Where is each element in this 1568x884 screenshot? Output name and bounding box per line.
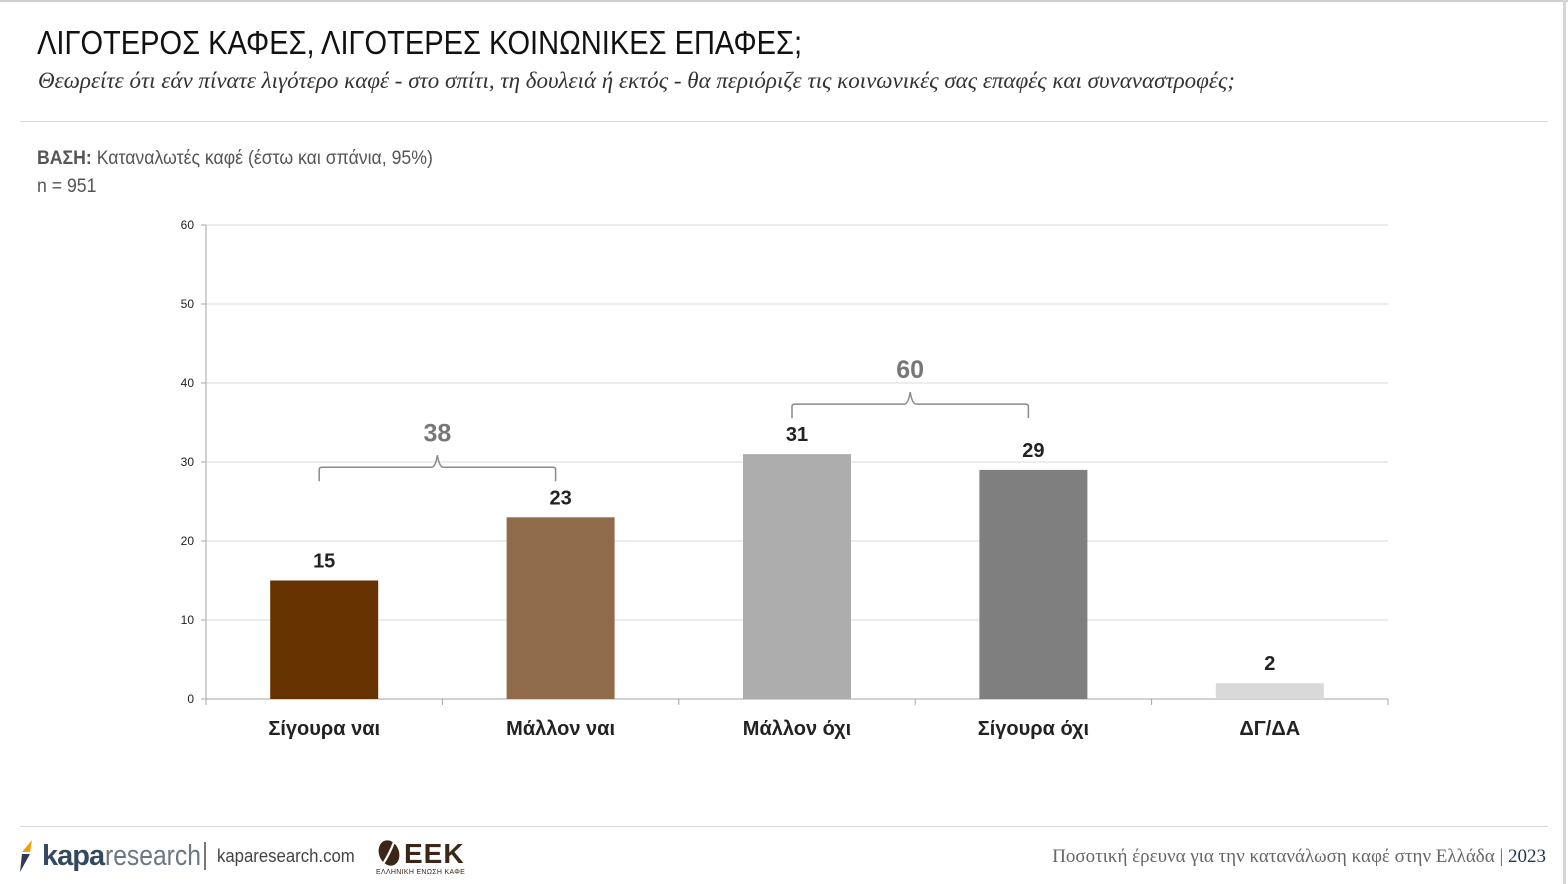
base-note: ΒΑΣΗ: Καταναλωτές καφέ (έστω και σπάνια,… <box>37 148 433 170</box>
page-title: ΛΙΓΟΤΕΡΟΣ ΚΑΦΕΣ, ΛΙΓΟΤΕΡΕΣ ΚΟΙΝΩΝΙΚΕΣ ΕΠ… <box>37 24 803 61</box>
eek-logo-text: ΕΕΚ <box>404 838 465 869</box>
bar <box>743 454 851 699</box>
data-label: 23 <box>549 487 571 509</box>
x-tick-label: Μάλλον όχι <box>743 718 851 740</box>
group-total-label: 60 <box>896 356 924 384</box>
data-label: 2 <box>1264 653 1275 675</box>
y-tick-label: 60 <box>181 218 195 232</box>
x-tick-label: Μάλλον ναι <box>506 718 615 740</box>
y-tick-label: 40 <box>181 376 195 390</box>
x-tick-label: ΔΓ/ΔΑ <box>1239 718 1300 740</box>
kapa-research-logo: kapa research <box>18 838 218 874</box>
group-bracket <box>791 391 1030 419</box>
data-label: 15 <box>313 551 335 573</box>
survey-year: 2023 <box>1508 846 1546 867</box>
y-tick-label: 30 <box>181 455 195 469</box>
survey-title: Ποσοτική έρευνα για την κατανάλωση καφέ … <box>1052 846 1495 867</box>
coffee-bean-icon <box>378 840 400 866</box>
sample-size: n = 951 <box>37 176 97 197</box>
eek-logo: ΕΕΚ ΕΛΛΗΝΙΚΗ ΕΝΩΣΗ ΚΑΦΕ <box>374 838 466 880</box>
bar <box>506 517 615 699</box>
data-label: 29 <box>1022 440 1044 462</box>
footer-divider <box>20 826 1548 827</box>
group-total-label: 38 <box>423 419 451 447</box>
y-tick-label: 0 <box>187 692 194 706</box>
kapa-logo-word: kapa <box>42 839 105 872</box>
kapa-url[interactable]: kaparesearch.com <box>217 846 355 866</box>
kapa-logo-suffix: research <box>105 839 202 872</box>
y-tick-label: 10 <box>181 613 195 627</box>
x-tick-label: Σίγουρα όχι <box>978 718 1089 740</box>
base-label: ΒΑΣΗ: <box>37 148 92 169</box>
bar <box>979 469 1088 699</box>
page-subtitle: Θεωρείτε ότι εάν πίνατε λιγότερο καφέ - … <box>38 68 1235 93</box>
y-tick-label: 50 <box>181 297 195 311</box>
kapa-logo-icon <box>20 840 32 872</box>
eek-logo-subtitle: ΕΛΛΗΝΙΚΗ ΕΝΩΣΗ ΚΑΦΕ <box>376 869 466 876</box>
group-bracket <box>318 455 557 482</box>
y-tick-label: 20 <box>181 534 195 548</box>
base-text: Καταναλωτές καφέ (έστω και σπάνια, 95%) <box>96 148 433 169</box>
survey-footer: Ποσοτική έρευνα για την κατανάλωση καφέ … <box>1052 846 1546 867</box>
data-label: 31 <box>786 424 808 446</box>
x-tick-label: Σίγουρα ναι <box>268 718 380 740</box>
header-divider <box>20 121 1548 122</box>
bar <box>270 580 379 699</box>
footer-separator <box>204 842 206 870</box>
right-scrollbar-edge <box>1563 0 1566 884</box>
bar <box>1215 683 1324 699</box>
top-border <box>0 0 1568 2</box>
